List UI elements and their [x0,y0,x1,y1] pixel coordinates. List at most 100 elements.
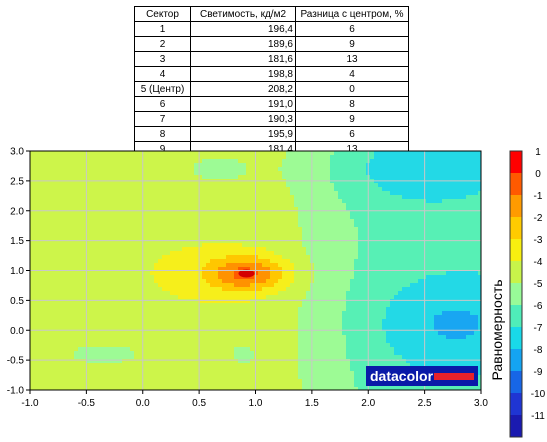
contour-cell [286,167,291,172]
contour-cell [134,231,139,236]
contour-cell [298,267,303,272]
contour-cell [190,247,195,252]
contour-cell [206,291,211,296]
contour-cell [74,175,79,180]
contour-cell [242,279,247,284]
contour-cell [74,347,79,352]
contour-cell [146,339,151,344]
contour-cell [330,219,335,224]
contour-cell [50,371,55,376]
contour-cell [150,187,155,192]
contour-cell [262,263,267,268]
contour-cell [250,335,255,340]
contour-cell [82,239,87,244]
contour-cell [290,203,295,208]
contour-cell [62,211,67,216]
contour-cell [330,159,335,164]
contour-cell [326,223,331,228]
contour-cell [306,163,311,168]
contour-cell [134,335,139,340]
contour-cell [178,267,183,272]
contour-cell [74,315,79,320]
contour-cell [330,247,335,252]
contour-cell [102,279,107,284]
contour-cell [262,259,267,264]
contour-cell [234,167,239,172]
contour-cell [210,239,215,244]
contour-cell [162,227,167,232]
contour-cell [34,283,39,288]
contour-cell [346,279,351,284]
contour-cell [70,355,75,360]
contour-cell [298,207,303,212]
contour-cell [254,367,259,372]
contour-cell [258,343,263,348]
contour-cell [78,275,83,280]
contour-cell [90,283,95,288]
contour-cell [226,295,231,300]
contour-cell [262,243,267,248]
contour-cell [182,311,187,316]
contour-cell [50,343,55,348]
contour-cell [242,375,247,380]
contour-cell [322,295,327,300]
contour-cell [78,219,83,224]
contour-cell [346,219,351,224]
contour-cell [150,227,155,232]
contour-cell [150,319,155,324]
contour-cell [346,187,351,192]
contour-cell [230,283,235,288]
contour-cell [42,331,47,336]
contour-cell [234,207,239,212]
contour-cell [226,199,231,204]
contour-cell [102,215,107,220]
contour-cell [354,379,359,384]
contour-cell [314,183,319,188]
contour-cell [122,155,127,160]
contour-cell [174,343,179,348]
contour-cell [318,279,323,284]
contour-cell [98,287,103,292]
contour-cell [282,367,287,372]
contour-cell [298,211,303,216]
contour-cell [182,167,187,172]
contour-cell [226,367,231,372]
contour-cell [74,307,79,312]
contour-cell [306,323,311,328]
contour-cell [58,255,63,260]
contour-cell [122,235,127,240]
contour-cell [266,379,271,384]
contour-cell [90,383,95,388]
contour-cell [274,223,279,228]
contour-cell [126,263,131,268]
contour-cell [50,183,55,188]
contour-cell [190,259,195,264]
contour-cell [130,207,135,212]
contour-cell [342,303,347,308]
contour-cell [50,283,55,288]
contour-cell [282,351,287,356]
contour-cell [146,307,151,312]
contour-cell [54,347,59,352]
contour-cell [270,347,275,352]
contour-cell [146,183,151,188]
contour-cell [170,327,175,332]
contour-cell [158,303,163,308]
contour-cell [230,359,235,364]
contour-cell [278,375,283,380]
contour-cell [30,155,35,160]
contour-cell [198,347,203,352]
contour-cell [142,263,147,268]
contour-cell [170,387,175,390]
contour-cell [194,235,199,240]
contour-cell [114,247,119,252]
contour-cell [154,315,159,320]
contour-cell [258,363,263,368]
contour-cell [158,331,163,336]
contour-cell [306,319,311,324]
contour-cell [34,367,39,372]
contour-cell [138,323,143,328]
contour-cell [306,175,311,180]
contour-cell [294,219,299,224]
contour-cell [114,227,119,232]
